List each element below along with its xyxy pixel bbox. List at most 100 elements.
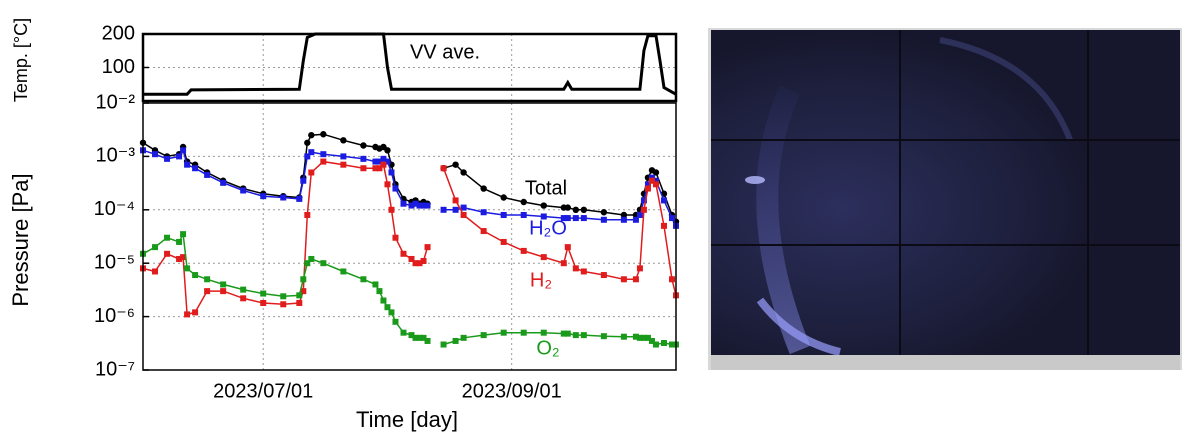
marker — [204, 171, 211, 178]
marker — [320, 151, 327, 158]
x-tick-label: 2023/09/01 — [462, 380, 562, 402]
marker — [240, 187, 247, 194]
marker — [420, 202, 427, 209]
marker — [412, 260, 419, 267]
y-tick-label: 10⁻³ — [96, 145, 136, 167]
series-label: H₂O — [529, 217, 567, 239]
marker — [480, 209, 487, 216]
marker — [636, 265, 643, 272]
marker — [440, 206, 447, 213]
marker — [164, 250, 171, 257]
marker — [564, 330, 571, 337]
marker — [240, 286, 247, 293]
marker — [192, 309, 199, 316]
y-tick-label: 200 — [102, 22, 135, 44]
marker — [500, 211, 507, 218]
marker — [668, 276, 675, 283]
marker — [384, 147, 391, 154]
marker — [296, 299, 303, 306]
marker — [400, 250, 407, 257]
marker — [640, 334, 647, 341]
marker — [408, 202, 415, 209]
marker — [480, 185, 487, 192]
marker — [564, 244, 571, 251]
marker — [416, 334, 423, 341]
marker — [360, 155, 367, 162]
marker — [280, 194, 287, 201]
marker — [380, 297, 387, 304]
marker — [184, 265, 191, 272]
marker — [280, 301, 287, 308]
marker — [652, 181, 659, 188]
marker — [304, 153, 311, 160]
y-tick-label: 100 — [102, 56, 135, 78]
marker — [660, 197, 667, 204]
marker — [572, 332, 579, 339]
marker — [600, 216, 607, 223]
marker — [652, 169, 660, 176]
marker — [388, 309, 395, 316]
marker — [376, 165, 383, 172]
marker — [580, 332, 587, 339]
marker — [452, 337, 459, 344]
series-label: H₂ — [530, 269, 552, 291]
x-tick-label: 2023/07/01 — [213, 380, 313, 402]
marker — [460, 334, 467, 341]
marker — [152, 268, 159, 275]
marker — [416, 260, 423, 267]
marker — [564, 204, 571, 211]
marker — [180, 147, 187, 154]
marker — [560, 215, 567, 222]
marker — [372, 281, 379, 288]
marker — [408, 332, 415, 339]
marker — [460, 211, 467, 218]
marker — [260, 290, 267, 297]
marker — [620, 333, 627, 340]
marker — [152, 151, 159, 158]
marker — [540, 329, 547, 336]
marker — [308, 131, 315, 139]
marker — [296, 292, 303, 299]
marker — [412, 334, 419, 341]
x-axis-title: Time [day] — [356, 407, 458, 432]
y-tick-label: 10⁻⁷ — [95, 358, 135, 380]
marker — [644, 334, 651, 341]
marker — [392, 234, 399, 241]
marker — [376, 288, 383, 295]
y-tick-label: 10⁻⁴ — [94, 198, 135, 220]
marker — [380, 161, 387, 168]
marker — [308, 149, 315, 156]
photo — [708, 28, 1182, 370]
marker — [572, 206, 580, 213]
marker — [304, 139, 311, 146]
marker — [320, 131, 327, 138]
marker — [560, 330, 567, 337]
marker — [340, 137, 347, 144]
marker — [620, 211, 628, 219]
marker — [440, 341, 447, 348]
marker — [152, 244, 159, 251]
marker — [424, 202, 431, 209]
marker — [648, 337, 655, 344]
marker — [184, 161, 191, 168]
marker — [644, 181, 651, 188]
marker — [668, 215, 675, 222]
marker — [460, 169, 467, 176]
marker — [320, 158, 327, 165]
marker — [424, 337, 431, 344]
marker — [540, 254, 547, 261]
marker — [652, 177, 659, 184]
marker — [520, 329, 527, 336]
series-line — [142, 148, 677, 227]
marker — [648, 174, 655, 181]
marker — [640, 206, 647, 213]
marker — [416, 202, 423, 209]
marker — [372, 165, 379, 172]
marker — [240, 295, 247, 302]
marker — [420, 334, 427, 341]
marker — [460, 204, 467, 211]
marker — [296, 195, 303, 202]
marker — [540, 213, 547, 220]
marker — [668, 341, 675, 348]
marker — [580, 215, 587, 222]
